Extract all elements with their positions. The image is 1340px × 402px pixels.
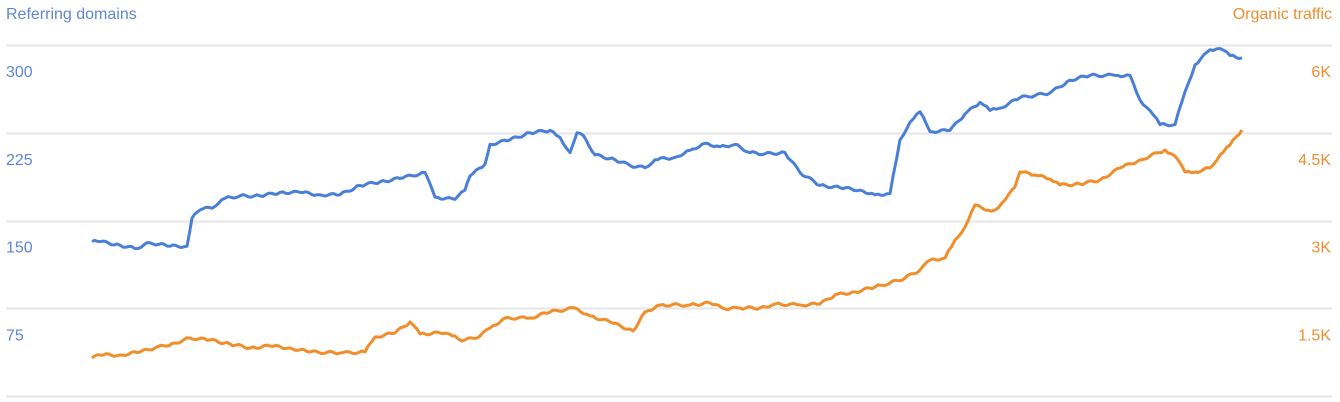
left-axis-title: Referring domains (6, 6, 137, 23)
left-tick-label: 75 (6, 327, 24, 344)
right-axis-title: Organic traffic (1232, 6, 1332, 23)
right-tick-label: 1.5K (1298, 327, 1331, 344)
right-tick-label: 4.5K (1298, 152, 1331, 169)
right-tick-label: 3K (1311, 240, 1331, 257)
left-tick-label: 225 (6, 152, 33, 169)
left-tick-label: 300 (6, 64, 33, 81)
left-tick-label: 150 (6, 240, 33, 257)
referring-domains-line (91, 47, 1243, 251)
organic-traffic-line (91, 129, 1244, 360)
right-tick-label: 6K (1311, 64, 1331, 81)
